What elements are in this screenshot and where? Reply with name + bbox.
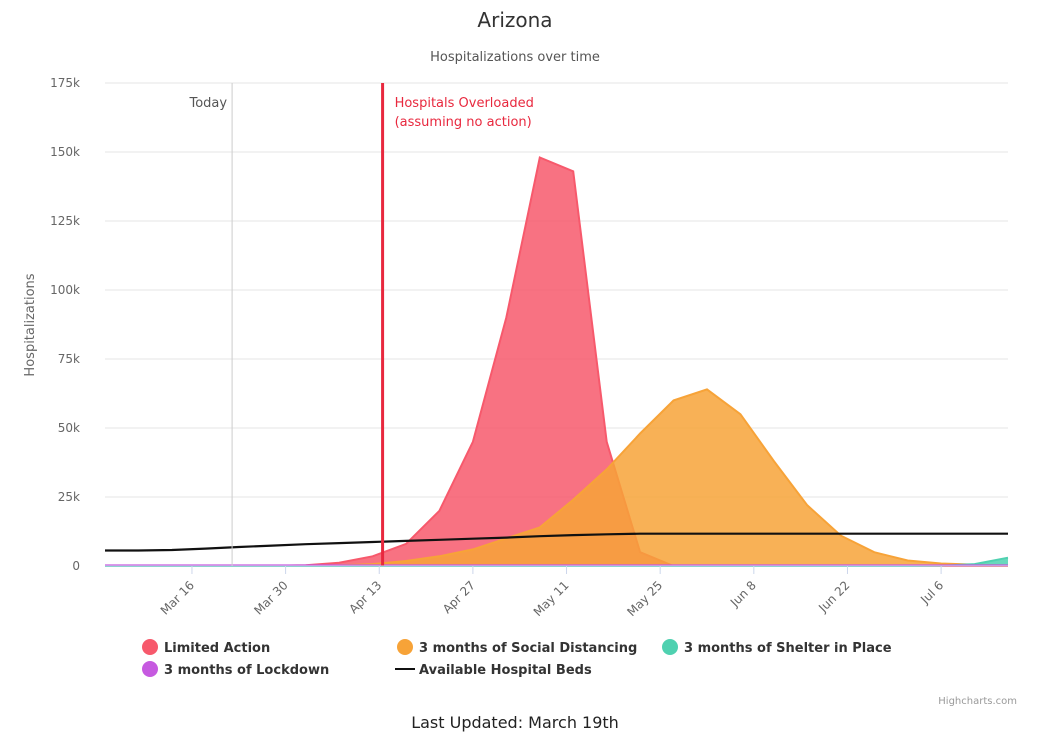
y-axis-ticks: 0 25k 50k 75k 100k 125k 150k 175k bbox=[50, 76, 80, 573]
hospitals-overloaded-label: (assuming no action) bbox=[395, 115, 532, 130]
chart-title: Arizona bbox=[477, 8, 552, 32]
chart-subtitle: Hospitalizations over time bbox=[430, 50, 600, 65]
x-tick-label: Apr 27 bbox=[440, 578, 478, 616]
y-tick-label: 125k bbox=[50, 214, 80, 228]
legend-label: Limited Action bbox=[164, 641, 270, 656]
x-tick-label: Jun 8 bbox=[727, 578, 759, 610]
legend-label: 3 months of Social Distancing bbox=[419, 641, 637, 656]
legend-symbol bbox=[662, 639, 678, 655]
y-tick-label: 100k bbox=[50, 283, 80, 297]
legend-label: Available Hospital Beds bbox=[419, 663, 592, 678]
legend-label: 3 months of Shelter in Place bbox=[684, 641, 892, 656]
y-tick-label: 75k bbox=[58, 352, 80, 366]
legend-symbol bbox=[142, 639, 158, 655]
x-tick-label: Apr 13 bbox=[346, 578, 384, 616]
legend-item[interactable]: Available Hospital Beds bbox=[395, 663, 592, 678]
x-tick-label: May 11 bbox=[531, 578, 572, 619]
legend-item[interactable]: Limited Action bbox=[142, 639, 270, 656]
legend-symbol bbox=[397, 639, 413, 655]
y-tick-label: 25k bbox=[58, 490, 80, 504]
legend-label: 3 months of Lockdown bbox=[164, 663, 329, 678]
x-tick-label: Jun 22 bbox=[815, 578, 852, 615]
area-limited-action bbox=[105, 157, 1008, 566]
legend[interactable]: Limited Action 3 months of Social Distanc… bbox=[142, 639, 892, 678]
y-axis-title: Hospitalizations bbox=[23, 273, 38, 376]
plot-lines: Today Hospitals Overloaded (assuming no ac… bbox=[188, 83, 534, 566]
x-tick-label: Jul 6 bbox=[917, 578, 946, 607]
area-3-months-of-social-distancing bbox=[105, 389, 1008, 566]
last-updated: Last Updated: March 19th bbox=[411, 713, 619, 732]
y-tick-label: 175k bbox=[50, 76, 80, 90]
legend-item[interactable]: 3 months of Lockdown bbox=[142, 661, 329, 678]
legend-item[interactable]: 3 months of Shelter in Place bbox=[662, 639, 892, 656]
x-tick-label: May 25 bbox=[624, 578, 665, 619]
legend-item[interactable]: 3 months of Social Distancing bbox=[397, 639, 637, 656]
line-available-hospital-beds bbox=[105, 532, 1008, 552]
y-tick-label: 50k bbox=[58, 421, 80, 435]
x-tick-label: Mar 16 bbox=[158, 578, 197, 617]
x-axis: Mar 16 Mar 30 Apr 13 Apr 27 May 11 May 25 Jun … bbox=[105, 565, 1008, 619]
today-label: Today bbox=[188, 96, 227, 111]
credits-link[interactable]: Highcharts.com bbox=[938, 696, 1017, 707]
x-tick-label: Mar 30 bbox=[251, 578, 290, 617]
legend-symbol bbox=[142, 661, 158, 677]
hospitals-overloaded-label: Hospitals Overloaded bbox=[395, 96, 534, 111]
series-layer bbox=[105, 156, 1009, 567]
y-tick-label: 150k bbox=[50, 145, 80, 159]
y-tick-label: 0 bbox=[72, 559, 80, 573]
